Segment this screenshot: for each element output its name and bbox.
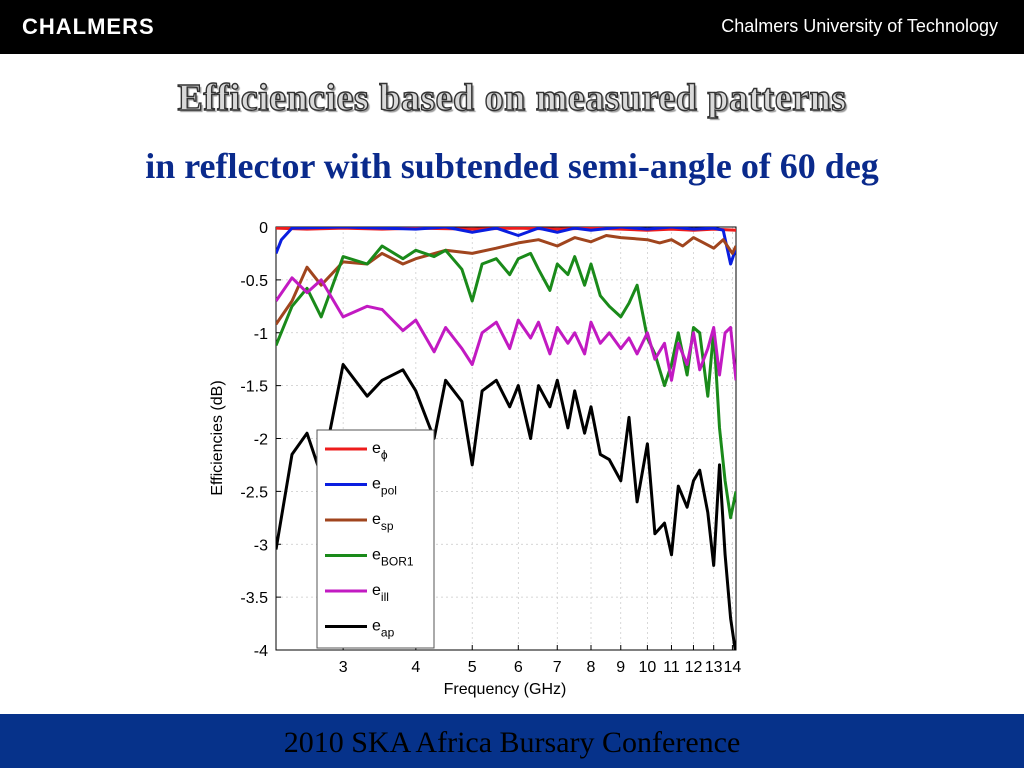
x-tick-label: 10 [638,659,656,676]
chalmers-logo: CHALMERS [22,14,155,39]
series-line-sp [276,234,736,326]
y-tick-label: -3 [254,537,268,554]
x-axis-label: Frequency (GHz) [444,681,567,698]
x-tick-label: 12 [685,659,703,676]
axis-ticks: 3 4 5 6 7 8 9 10 11 12 13 14 0 -0.5 -1 -1.5 -2 -2.5 -3 -3.5… [240,220,741,676]
header-bar: CHALMERS Chalmers University of Technolo… [0,0,1024,54]
x-tick-label: 5 [468,659,477,676]
university-name: Chalmers University of Technology [721,16,998,36]
legend-box [316,429,435,649]
x-tick-label: 7 [553,659,562,676]
x-tick-label: 8 [587,659,596,676]
y-tick-label: 0 [259,220,268,237]
series-lines [276,227,736,650]
y-axis-label: Efficiencies (dB) [209,380,226,495]
slide-subtitle: in reflector with subtended semi-angle o… [145,146,879,186]
y-tick-label: -3.5 [240,590,268,607]
series-line-ap [276,363,736,650]
series-line-ill [276,276,736,382]
y-tick-label: -0.5 [240,273,268,290]
slide-title: Efficiencies based on measured patterns [177,76,847,119]
y-tick-label: -2 [254,432,268,449]
x-tick-label: 9 [616,659,625,676]
x-tick-label: 4 [411,659,420,676]
x-tick-label: 13 [705,659,723,676]
y-tick-label: -2.5 [240,484,268,501]
x-tick-label: 14 [724,659,742,676]
x-tick-label: 6 [514,659,523,676]
y-tick-label: -4 [254,643,268,660]
series-line-pol [276,227,736,266]
x-tick-label: 3 [339,659,348,676]
footer-text: 2010 SKA Africa Bursary Conference [283,726,741,759]
x-tick-label: 11 [663,659,680,676]
footer-bar [0,714,1024,768]
y-tick-label: -1.5 [240,379,268,396]
y-tick-label: -1 [254,326,268,343]
